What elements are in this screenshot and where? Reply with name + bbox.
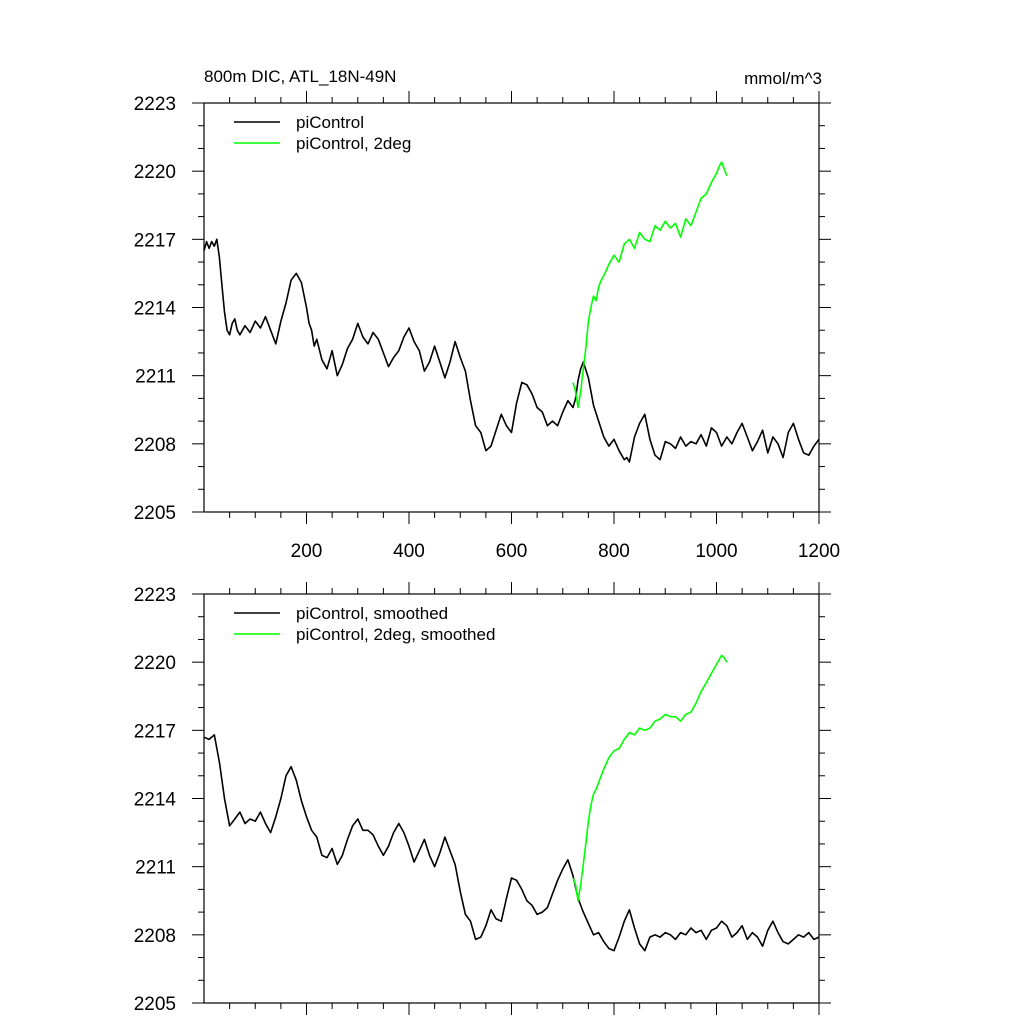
y-tick-label: 2220 [134, 162, 176, 183]
series-line-picontrol-2deg [572, 161, 728, 409]
top-axes-ticks: 2205 2208 2211 2214 2217 2220 2223 200 400 600 800… [134, 91, 840, 562]
legend-label-picontrol-2deg-smoothed: piControl, 2deg, smoothed [296, 625, 495, 644]
y-tick-label: 2208 [134, 435, 176, 456]
series-line-picontrol [203, 238, 820, 463]
units-label: mmol/m^3 [744, 69, 822, 88]
legend-label-picontrol-smoothed: piControl, smoothed [296, 604, 448, 623]
series-line-picontrol-2deg-smoothed [572, 654, 728, 902]
y-tick-label: 2214 [134, 299, 177, 320]
y-tick-label: 2208 [134, 926, 176, 947]
x-tick-label: 400 [393, 541, 425, 562]
x-tick-label: 1200 [798, 541, 840, 562]
y-tick-label: 2217 [134, 721, 176, 742]
panel-title: 800m DIC, ATL_18N-49N [204, 67, 396, 86]
x-tick-label: 200 [291, 541, 323, 562]
x-tick-label: 600 [496, 541, 528, 562]
y-tick-label: 2211 [135, 367, 176, 388]
y-tick-label: 2205 [134, 994, 176, 1015]
y-tick-label: 2220 [134, 653, 176, 674]
top-legend: piControl piControl, 2deg [234, 113, 411, 153]
y-tick-label: 2223 [134, 585, 176, 606]
y-tick-label: 2214 [134, 790, 177, 811]
y-tick-label: 2217 [134, 230, 176, 251]
legend-label-picontrol: piControl [296, 113, 364, 132]
top-panel: 800m DIC, ATL_18N-49N mmol/m^3 220522082… [134, 67, 840, 562]
x-tick-label: 800 [598, 541, 630, 562]
legend-label-picontrol-2deg: piControl, 2deg [296, 134, 411, 153]
bottom-plot-frame [203, 593, 820, 1004]
y-tick-label: 2205 [134, 503, 176, 524]
top-plot-frame [203, 102, 820, 513]
y-tick-label: 2223 [134, 94, 176, 115]
bottom-axes-ticks: 2205 2208 2211 2214 2217 2220 2223 [134, 582, 831, 1015]
bottom-legend: piControl, smoothed piControl, 2deg, smo… [234, 604, 495, 644]
bottom-plot-series [203, 654, 820, 952]
y-tick-label: 2211 [135, 858, 176, 879]
bottom-panel: 2205 2208 2211 2214 2217 2220 2223 piControl, … [134, 582, 831, 1015]
series-line-picontrol-smoothed [203, 734, 820, 952]
top-plot-series [203, 161, 820, 463]
x-tick-label: 1000 [695, 541, 737, 562]
